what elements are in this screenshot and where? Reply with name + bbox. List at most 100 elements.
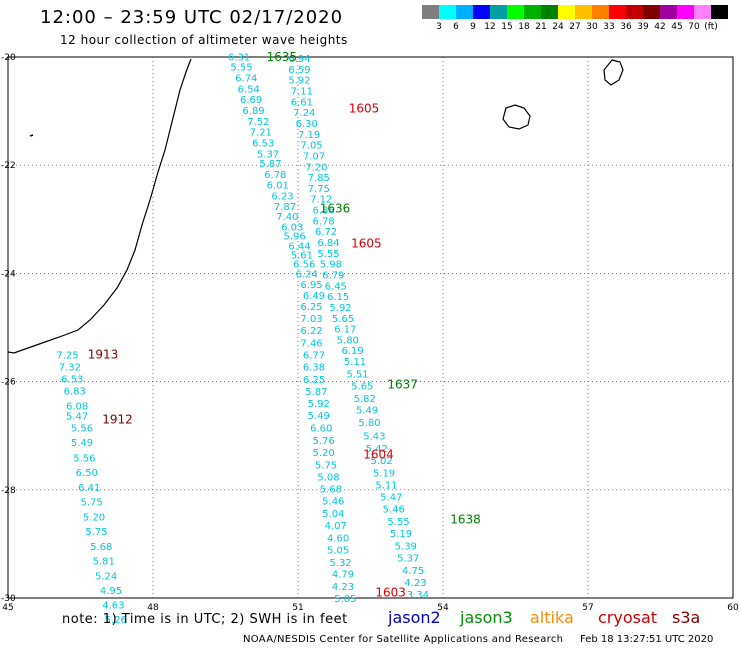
swh-value: 5.39 <box>395 542 417 553</box>
swh-value: 5.55 <box>230 63 252 74</box>
lat-tick-label: -24 <box>1 269 16 279</box>
swh-value: 6.38 <box>303 362 325 373</box>
swh-value: 5.68 <box>320 485 342 496</box>
swh-value: 7.46 <box>300 339 322 350</box>
swh-value: 6.89 <box>242 106 264 117</box>
swh-value: 5.96 <box>284 232 306 243</box>
colorbar-swatch <box>626 5 643 19</box>
swh-value: 5.19 <box>390 529 412 540</box>
colorbar-swatch <box>711 5 728 19</box>
swh-value: 6.78 <box>264 170 286 181</box>
swh-value: 6.30 <box>296 119 318 130</box>
colorbar-label: 30 <box>586 22 598 32</box>
page-title: 12:00 – 23:59 UTC 02/17/2020 <box>40 7 344 28</box>
colorbar-swatch <box>643 5 660 19</box>
swh-value: 7.12 <box>310 195 332 206</box>
colorbar-swatch <box>490 5 507 19</box>
swh-value: 7.20 <box>305 162 327 173</box>
swh-value: 5.92 <box>308 399 330 410</box>
colorbar-label: 21 <box>535 22 547 32</box>
lat-tick-label: -20 <box>1 53 16 63</box>
pass-time-label: 1604 <box>363 448 394 462</box>
swh-value: 6.61 <box>291 97 313 108</box>
swh-value: 6.53 <box>61 374 83 385</box>
swh-value: 7.21 <box>250 128 272 139</box>
swh-value: 6.78 <box>313 216 335 227</box>
colorbar-label: 24 <box>552 22 564 32</box>
swh-value: 5.11 <box>344 357 366 368</box>
satellite-name-s3a: s3a <box>672 608 701 627</box>
swh-value: 4.23 <box>404 578 426 589</box>
swh-value: 4.60 <box>327 533 349 544</box>
swh-value: 5.87 <box>305 387 327 398</box>
colorbar-label: 27 <box>569 22 581 32</box>
lat-tick-label: -30 <box>1 594 16 604</box>
pass-time-label: 1913 <box>88 348 119 362</box>
colorbar-swatch <box>541 5 558 19</box>
swh-value: 7.25 <box>56 351 78 362</box>
swh-value: 5.55 <box>387 517 409 528</box>
swh-value: 6.44 <box>288 241 310 252</box>
swh-value: 7.32 <box>59 362 81 373</box>
swh-value: 4.63 <box>102 600 124 611</box>
colorbar-label: 3 <box>436 22 442 32</box>
swh-value: 5.20 <box>313 448 335 459</box>
lon-tick-label: 57 <box>582 603 593 613</box>
swh-value: 6.50 <box>76 468 98 479</box>
swh-value: 6.19 <box>342 346 364 357</box>
swh-value: 7.05 <box>300 141 322 152</box>
pass-time-label: 1638 <box>450 513 481 527</box>
swh-value: 5.98 <box>320 260 342 271</box>
credit-line: NOAA/NESDIS Center for Satellite Applica… <box>243 634 564 645</box>
swh-value: 4.79 <box>332 570 354 581</box>
swh-value: 5.47 <box>380 492 402 503</box>
swh-value: 7.75 <box>308 184 330 195</box>
swh-value: 6.56 <box>293 260 315 271</box>
swh-value: 5.46 <box>322 497 344 508</box>
swh-value: 5.65 <box>332 314 354 325</box>
swh-value: 5.20 <box>83 512 105 523</box>
swh-value: 6.15 <box>327 292 349 303</box>
colorbar-swatch <box>422 5 439 19</box>
colorbar-swatch <box>694 5 711 19</box>
colorbar-label: 36 <box>620 22 632 32</box>
swh-value: 5.11 <box>375 480 397 491</box>
swh-value: 7.40 <box>276 212 298 223</box>
colorbar-swatch <box>609 5 626 19</box>
swh-value: 6.01 <box>267 181 289 192</box>
swh-value: 5.80 <box>337 335 359 346</box>
pass-time-label: 1636 <box>320 201 351 215</box>
swh-value: 6.25 <box>300 302 322 313</box>
swh-value: 7.03 <box>300 314 322 325</box>
swh-value: 6.59 <box>288 65 310 76</box>
swh-value: 5.02 <box>371 456 393 467</box>
swh-value: 5.75 <box>85 527 107 538</box>
pass-time-label: 1605 <box>351 237 382 251</box>
swh-value: 6.54 <box>238 84 260 95</box>
swh-value: 6.72 <box>315 227 337 238</box>
madagascar-coastline <box>7 58 192 354</box>
swh-value: 7.87 <box>274 202 296 213</box>
swh-value: 6.17 <box>334 325 356 336</box>
swh-value: 5.80 <box>358 418 380 429</box>
swh-value: 5.19 <box>373 468 395 479</box>
colorbar-swatch <box>507 5 524 19</box>
swh-value: 5.47 <box>66 412 88 423</box>
colorbar-label: 6 <box>453 22 459 32</box>
swh-value: 6.95 <box>300 280 322 291</box>
swh-value: 5.51 <box>346 369 368 380</box>
swh-value: 7.07 <box>303 151 325 162</box>
swh-value: 6.03 <box>281 222 303 233</box>
colorbar-swatch <box>473 5 490 19</box>
swh-value: 5.81 <box>93 557 115 568</box>
colorbar-swatch <box>575 5 592 19</box>
colorbar-label: 42 <box>654 22 666 32</box>
mauritius-island <box>603 59 624 86</box>
satellite-name-jason3: jason3 <box>460 608 513 627</box>
swh-value: 7.24 <box>293 108 315 119</box>
colorbar-swatch <box>677 5 694 19</box>
colorbar-swatch <box>524 5 541 19</box>
swh-value: 5.42 <box>366 444 388 455</box>
swh-value: 5.37 <box>397 553 419 564</box>
